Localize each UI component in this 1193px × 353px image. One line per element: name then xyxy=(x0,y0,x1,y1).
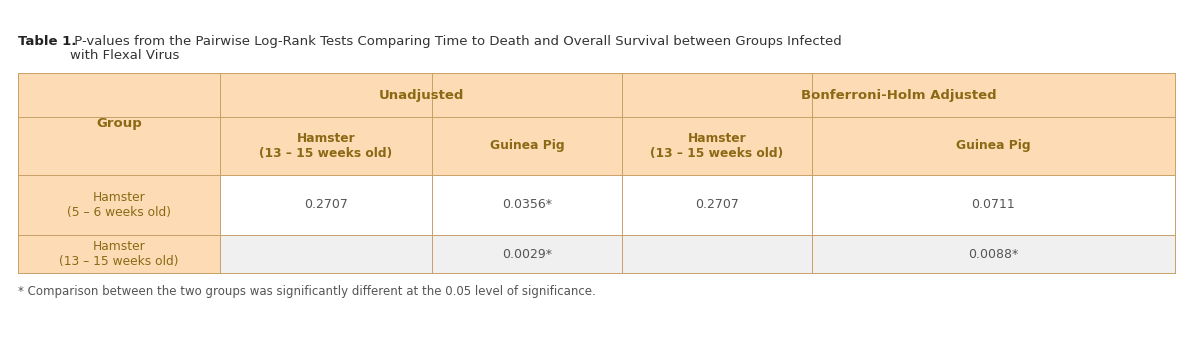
Text: * Comparison between the two groups was significantly different at the 0.05 leve: * Comparison between the two groups was … xyxy=(18,285,595,298)
Bar xyxy=(18,175,1175,235)
Bar xyxy=(18,235,220,273)
Bar xyxy=(18,73,1175,117)
Text: Guinea Pig: Guinea Pig xyxy=(956,139,1031,152)
Text: Unadjusted: Unadjusted xyxy=(378,89,464,102)
Text: Hamster
(13 – 15 weeks old): Hamster (13 – 15 weeks old) xyxy=(259,132,392,160)
Text: 0.0088*: 0.0088* xyxy=(969,247,1019,261)
Text: 0.2707: 0.2707 xyxy=(696,198,738,211)
Bar xyxy=(18,117,1175,175)
Text: Group: Group xyxy=(97,118,142,131)
Text: Hamster
(13 – 15 weeks old): Hamster (13 – 15 weeks old) xyxy=(60,240,179,268)
Text: Hamster
(13 – 15 weeks old): Hamster (13 – 15 weeks old) xyxy=(650,132,784,160)
Text: 0.0029*: 0.0029* xyxy=(502,247,552,261)
Text: Table 1.: Table 1. xyxy=(18,35,76,48)
Text: 0.0711: 0.0711 xyxy=(971,198,1015,211)
Text: 0.0356*: 0.0356* xyxy=(502,198,552,211)
Text: Bonferroni-Holm Adjusted: Bonferroni-Holm Adjusted xyxy=(801,89,996,102)
Text: Hamster
(5 – 6 weeks old): Hamster (5 – 6 weeks old) xyxy=(67,191,171,219)
Bar xyxy=(18,235,1175,273)
Bar xyxy=(18,175,220,235)
Text: Guinea Pig: Guinea Pig xyxy=(489,139,564,152)
Text: P-values from the Pairwise Log-Rank Tests Comparing Time to Death and Overall Su: P-values from the Pairwise Log-Rank Test… xyxy=(70,35,842,48)
Text: with Flexal Virus: with Flexal Virus xyxy=(70,49,179,62)
Text: 0.2707: 0.2707 xyxy=(304,198,348,211)
